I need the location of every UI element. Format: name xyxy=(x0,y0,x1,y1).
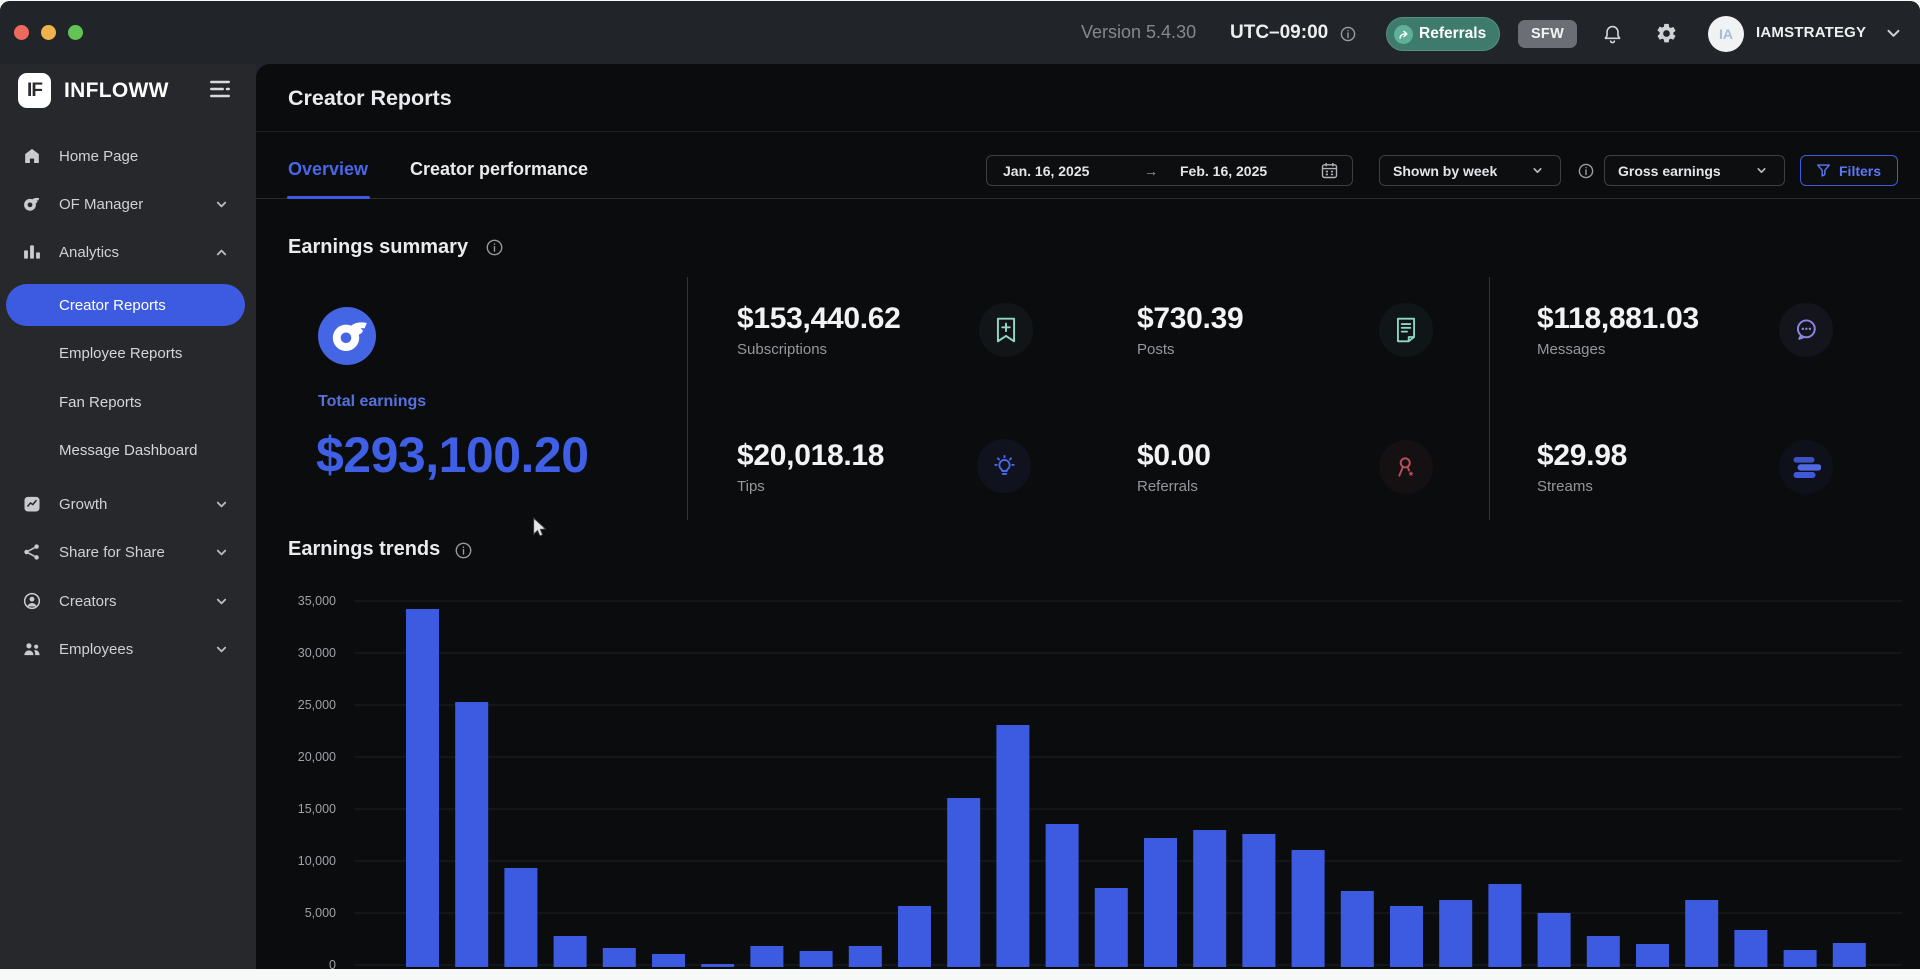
svg-text:35,000: 35,000 xyxy=(298,594,336,608)
svg-text:10,000: 10,000 xyxy=(298,854,336,868)
svg-text:15,000: 15,000 xyxy=(298,802,336,816)
svg-text:25,000: 25,000 xyxy=(298,698,336,712)
svg-text:20,000: 20,000 xyxy=(298,750,336,764)
svg-text:5,000: 5,000 xyxy=(305,906,336,920)
svg-text:30,000: 30,000 xyxy=(298,646,336,660)
svg-text:0: 0 xyxy=(329,958,336,969)
